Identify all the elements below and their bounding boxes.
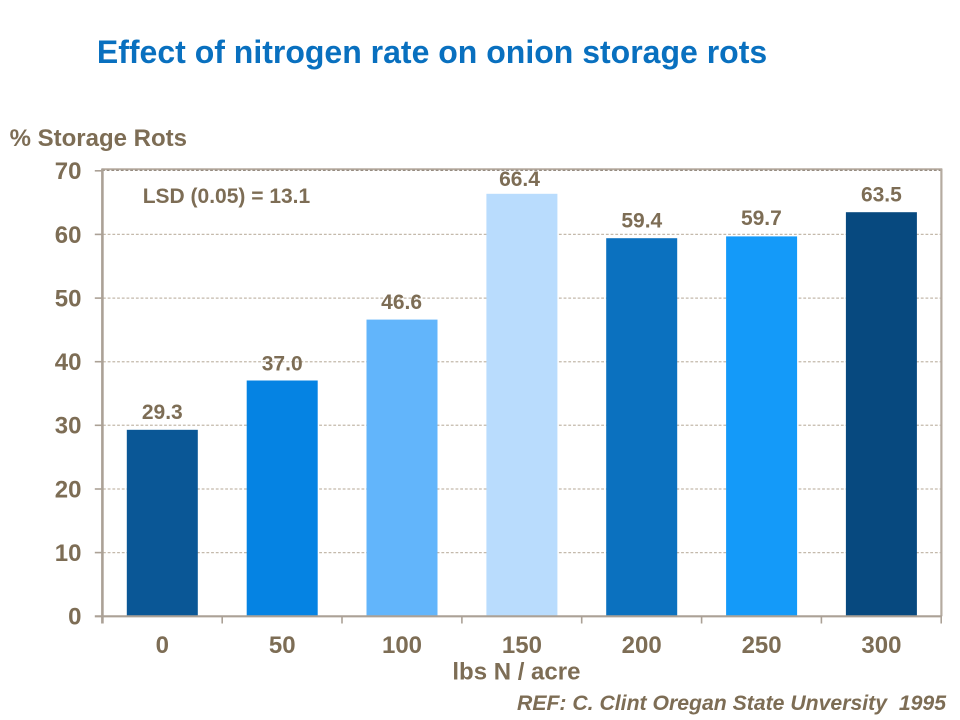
svg-text:100: 100 bbox=[382, 632, 422, 659]
svg-text:66.4: 66.4 bbox=[499, 168, 540, 191]
svg-text:REF: C. Clint Oregan State Unv: REF: C. Clint Oregan State Unversity 199… bbox=[517, 692, 946, 715]
svg-text:0: 0 bbox=[156, 632, 169, 659]
svg-text:20: 20 bbox=[55, 476, 82, 503]
svg-text:% Storage Rots: % Storage Rots bbox=[10, 125, 187, 152]
svg-text:59.7: 59.7 bbox=[741, 207, 782, 230]
svg-text:59.4: 59.4 bbox=[621, 210, 662, 233]
svg-text:300: 300 bbox=[861, 632, 901, 659]
svg-text:37.0: 37.0 bbox=[262, 353, 303, 376]
svg-text:29.3: 29.3 bbox=[142, 401, 183, 424]
svg-text:63.5: 63.5 bbox=[861, 183, 902, 206]
svg-text:0: 0 bbox=[68, 604, 81, 631]
svg-text:10: 10 bbox=[55, 540, 82, 567]
svg-text:LSD (0.05) = 13.1: LSD (0.05) = 13.1 bbox=[143, 185, 311, 208]
svg-text:lbs N / acre: lbs N / acre bbox=[452, 659, 580, 686]
svg-text:30: 30 bbox=[55, 413, 82, 440]
svg-text:70: 70 bbox=[55, 158, 82, 185]
svg-text:200: 200 bbox=[622, 632, 662, 659]
svg-text:46.6: 46.6 bbox=[381, 291, 422, 314]
svg-text:Effect of nitrogen rate on oni: Effect of nitrogen rate on onion storage… bbox=[97, 34, 767, 70]
svg-text:50: 50 bbox=[269, 632, 296, 659]
svg-text:250: 250 bbox=[742, 632, 782, 659]
svg-text:40: 40 bbox=[55, 349, 82, 376]
svg-text:50: 50 bbox=[55, 286, 82, 313]
svg-text:150: 150 bbox=[502, 632, 542, 659]
svg-text:60: 60 bbox=[55, 222, 82, 249]
